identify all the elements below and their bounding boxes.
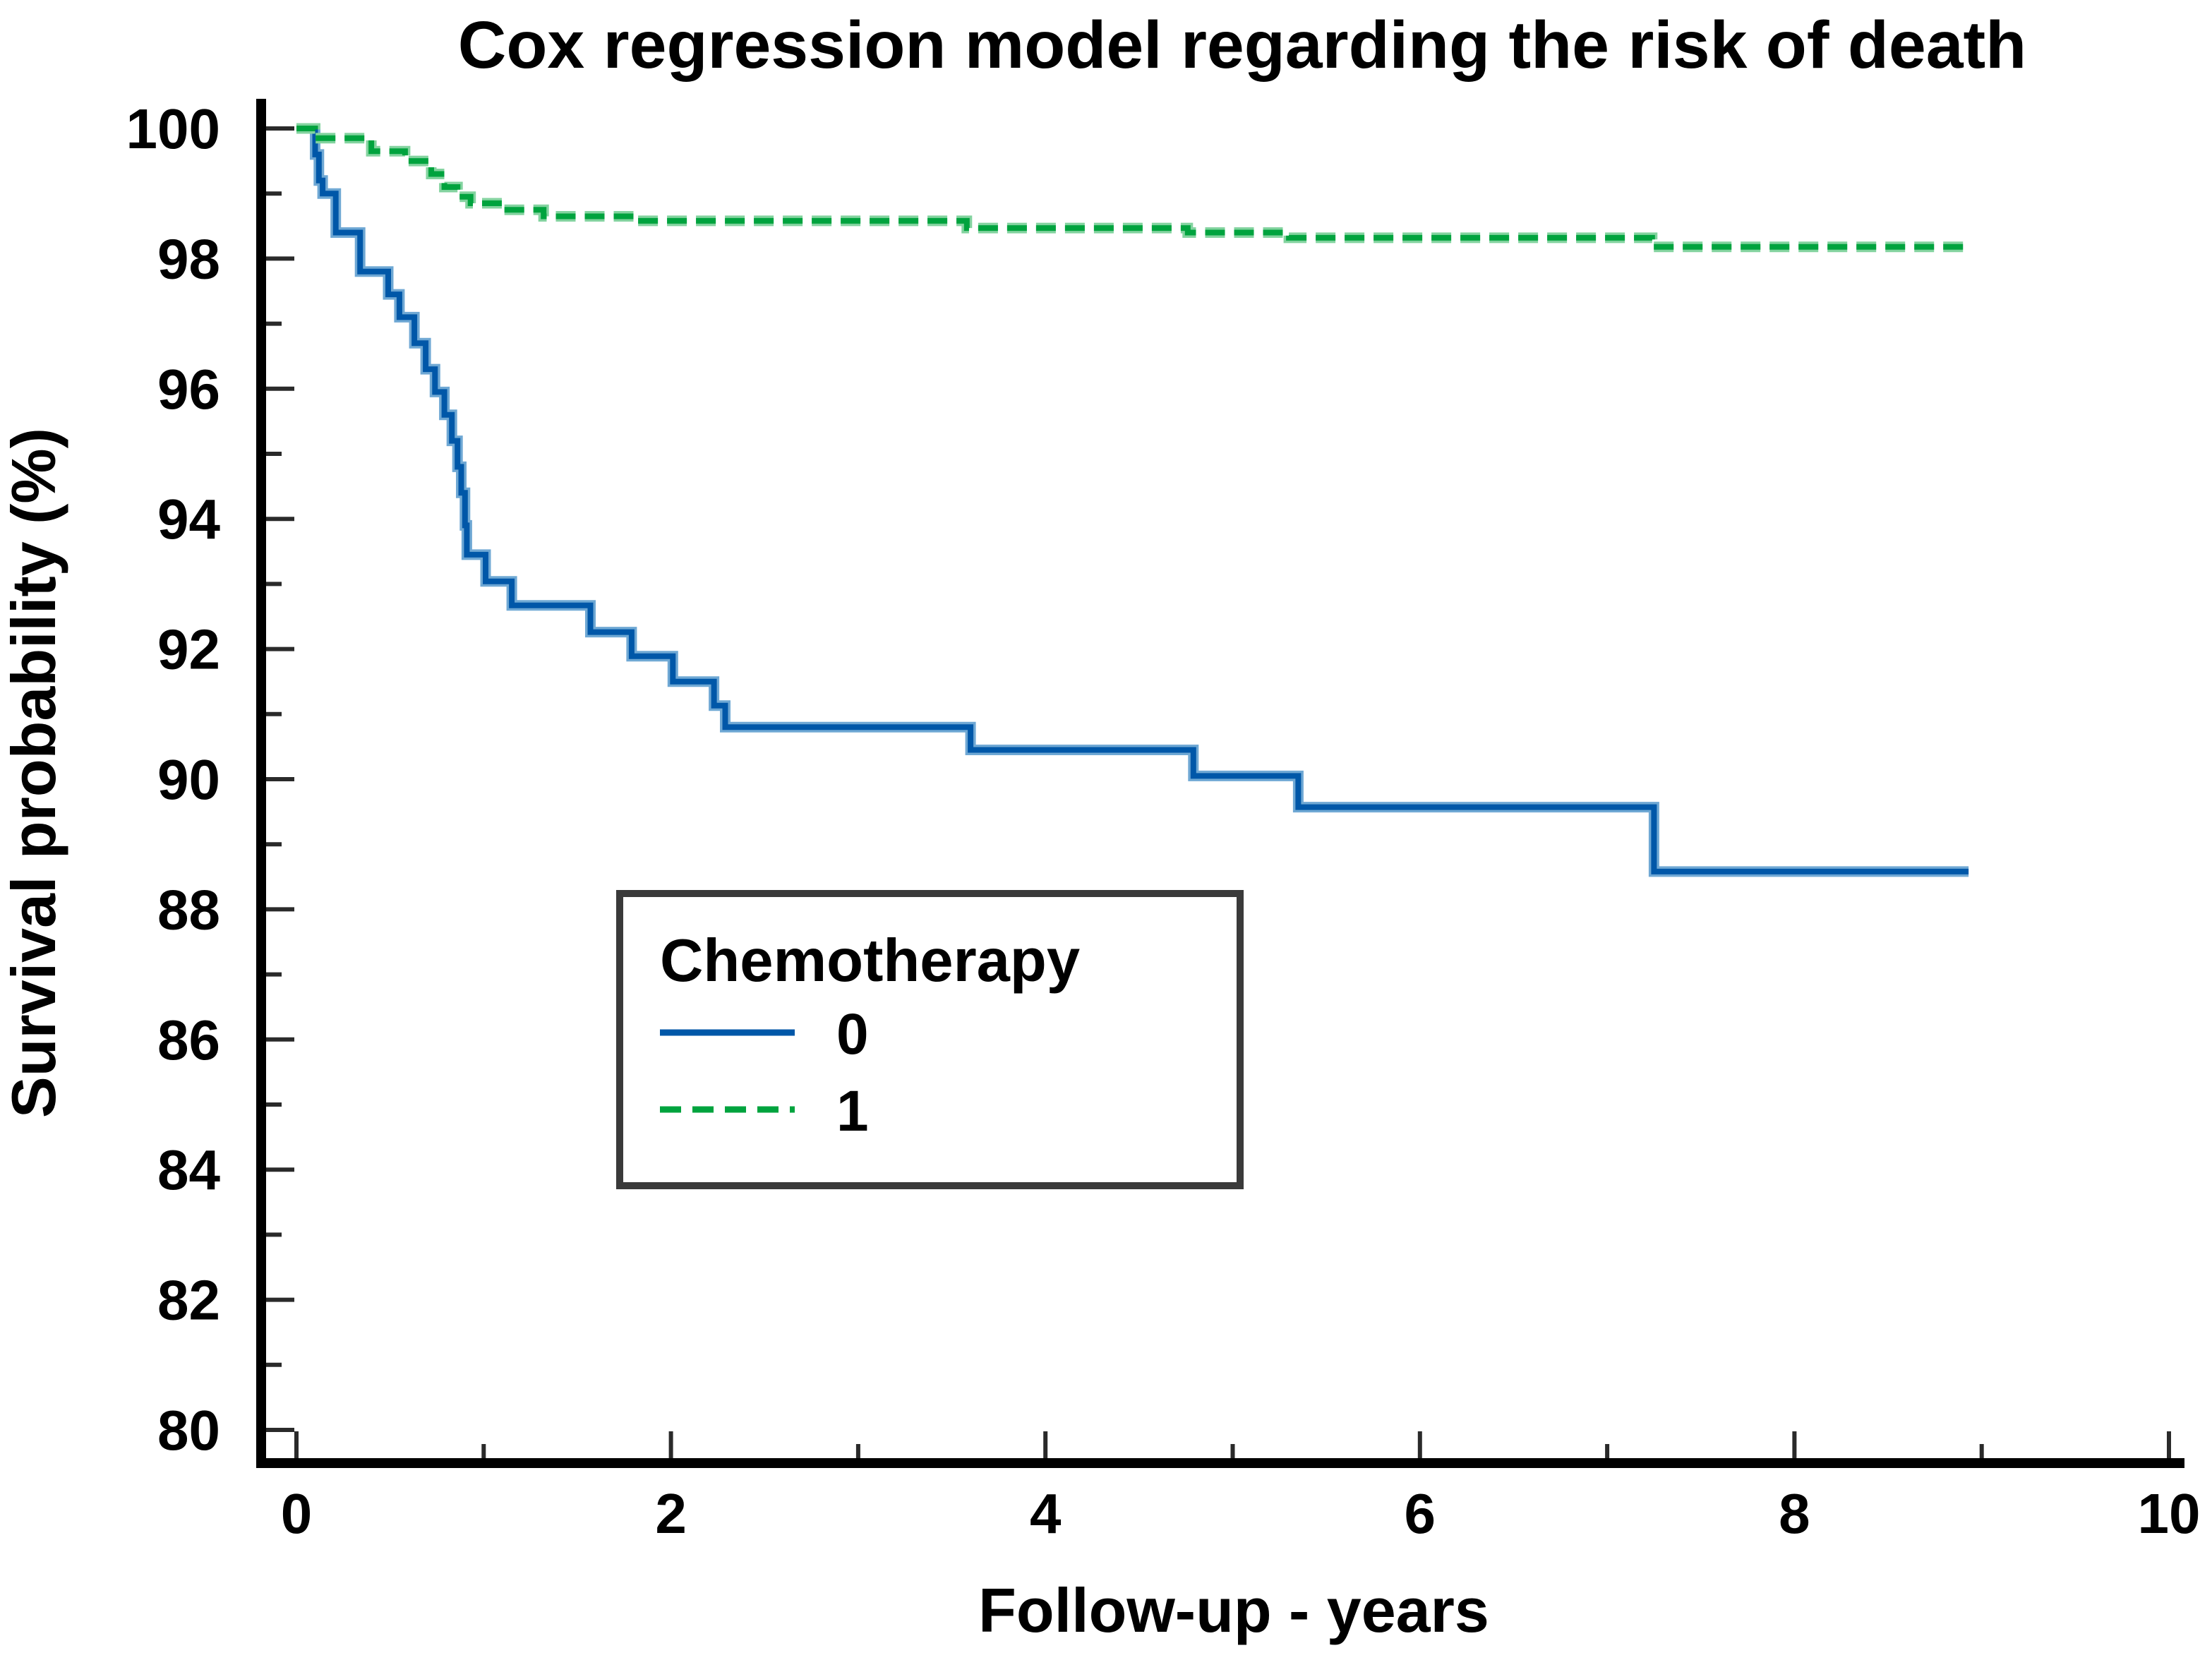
y-tick-label: 80	[157, 1399, 220, 1462]
axis-ticks	[266, 126, 2171, 1458]
y-tick-label: 84	[157, 1138, 220, 1201]
y-tick-label: 92	[157, 618, 220, 681]
y-tick-label: 98	[157, 227, 220, 290]
x-tick-label: 4	[1030, 1482, 1062, 1545]
legend-label-1: 1	[836, 1079, 869, 1143]
series-0-halo	[296, 123, 1969, 877]
y-tick-label: 86	[157, 1009, 220, 1071]
chart-title: Cox regression model regarding the risk …	[458, 8, 2026, 83]
series-1-line	[296, 126, 1964, 250]
x-tick-label: 0	[281, 1482, 313, 1545]
y-tick-label: 94	[157, 488, 220, 551]
legend-box	[616, 890, 1244, 1189]
x-axis-line	[256, 1458, 2184, 1468]
legend-title: Chemotherapy	[660, 927, 1080, 994]
y-tick-label: 96	[157, 358, 220, 421]
x-tick-label: 6	[1405, 1482, 1436, 1545]
y-axis-title: Survival probability (%)	[0, 428, 68, 1118]
y-tick-label: 90	[157, 748, 220, 811]
series-0-line	[296, 126, 1969, 874]
x-tick-label: 10	[2138, 1482, 2201, 1545]
survival-curves	[296, 123, 1969, 877]
x-axis-title: Follow-up - years	[978, 1575, 1489, 1645]
x-tick-label: 2	[655, 1482, 687, 1545]
x-tick-label: 8	[1779, 1482, 1810, 1545]
legend-label-0: 0	[836, 1002, 869, 1066]
y-tick-label: 88	[157, 878, 220, 941]
y-tick-label: 100	[126, 97, 220, 160]
y-tick-label: 82	[157, 1269, 220, 1332]
y-axis-line	[256, 99, 266, 1468]
legend: Chemotherapy 0 1	[616, 890, 1244, 1189]
